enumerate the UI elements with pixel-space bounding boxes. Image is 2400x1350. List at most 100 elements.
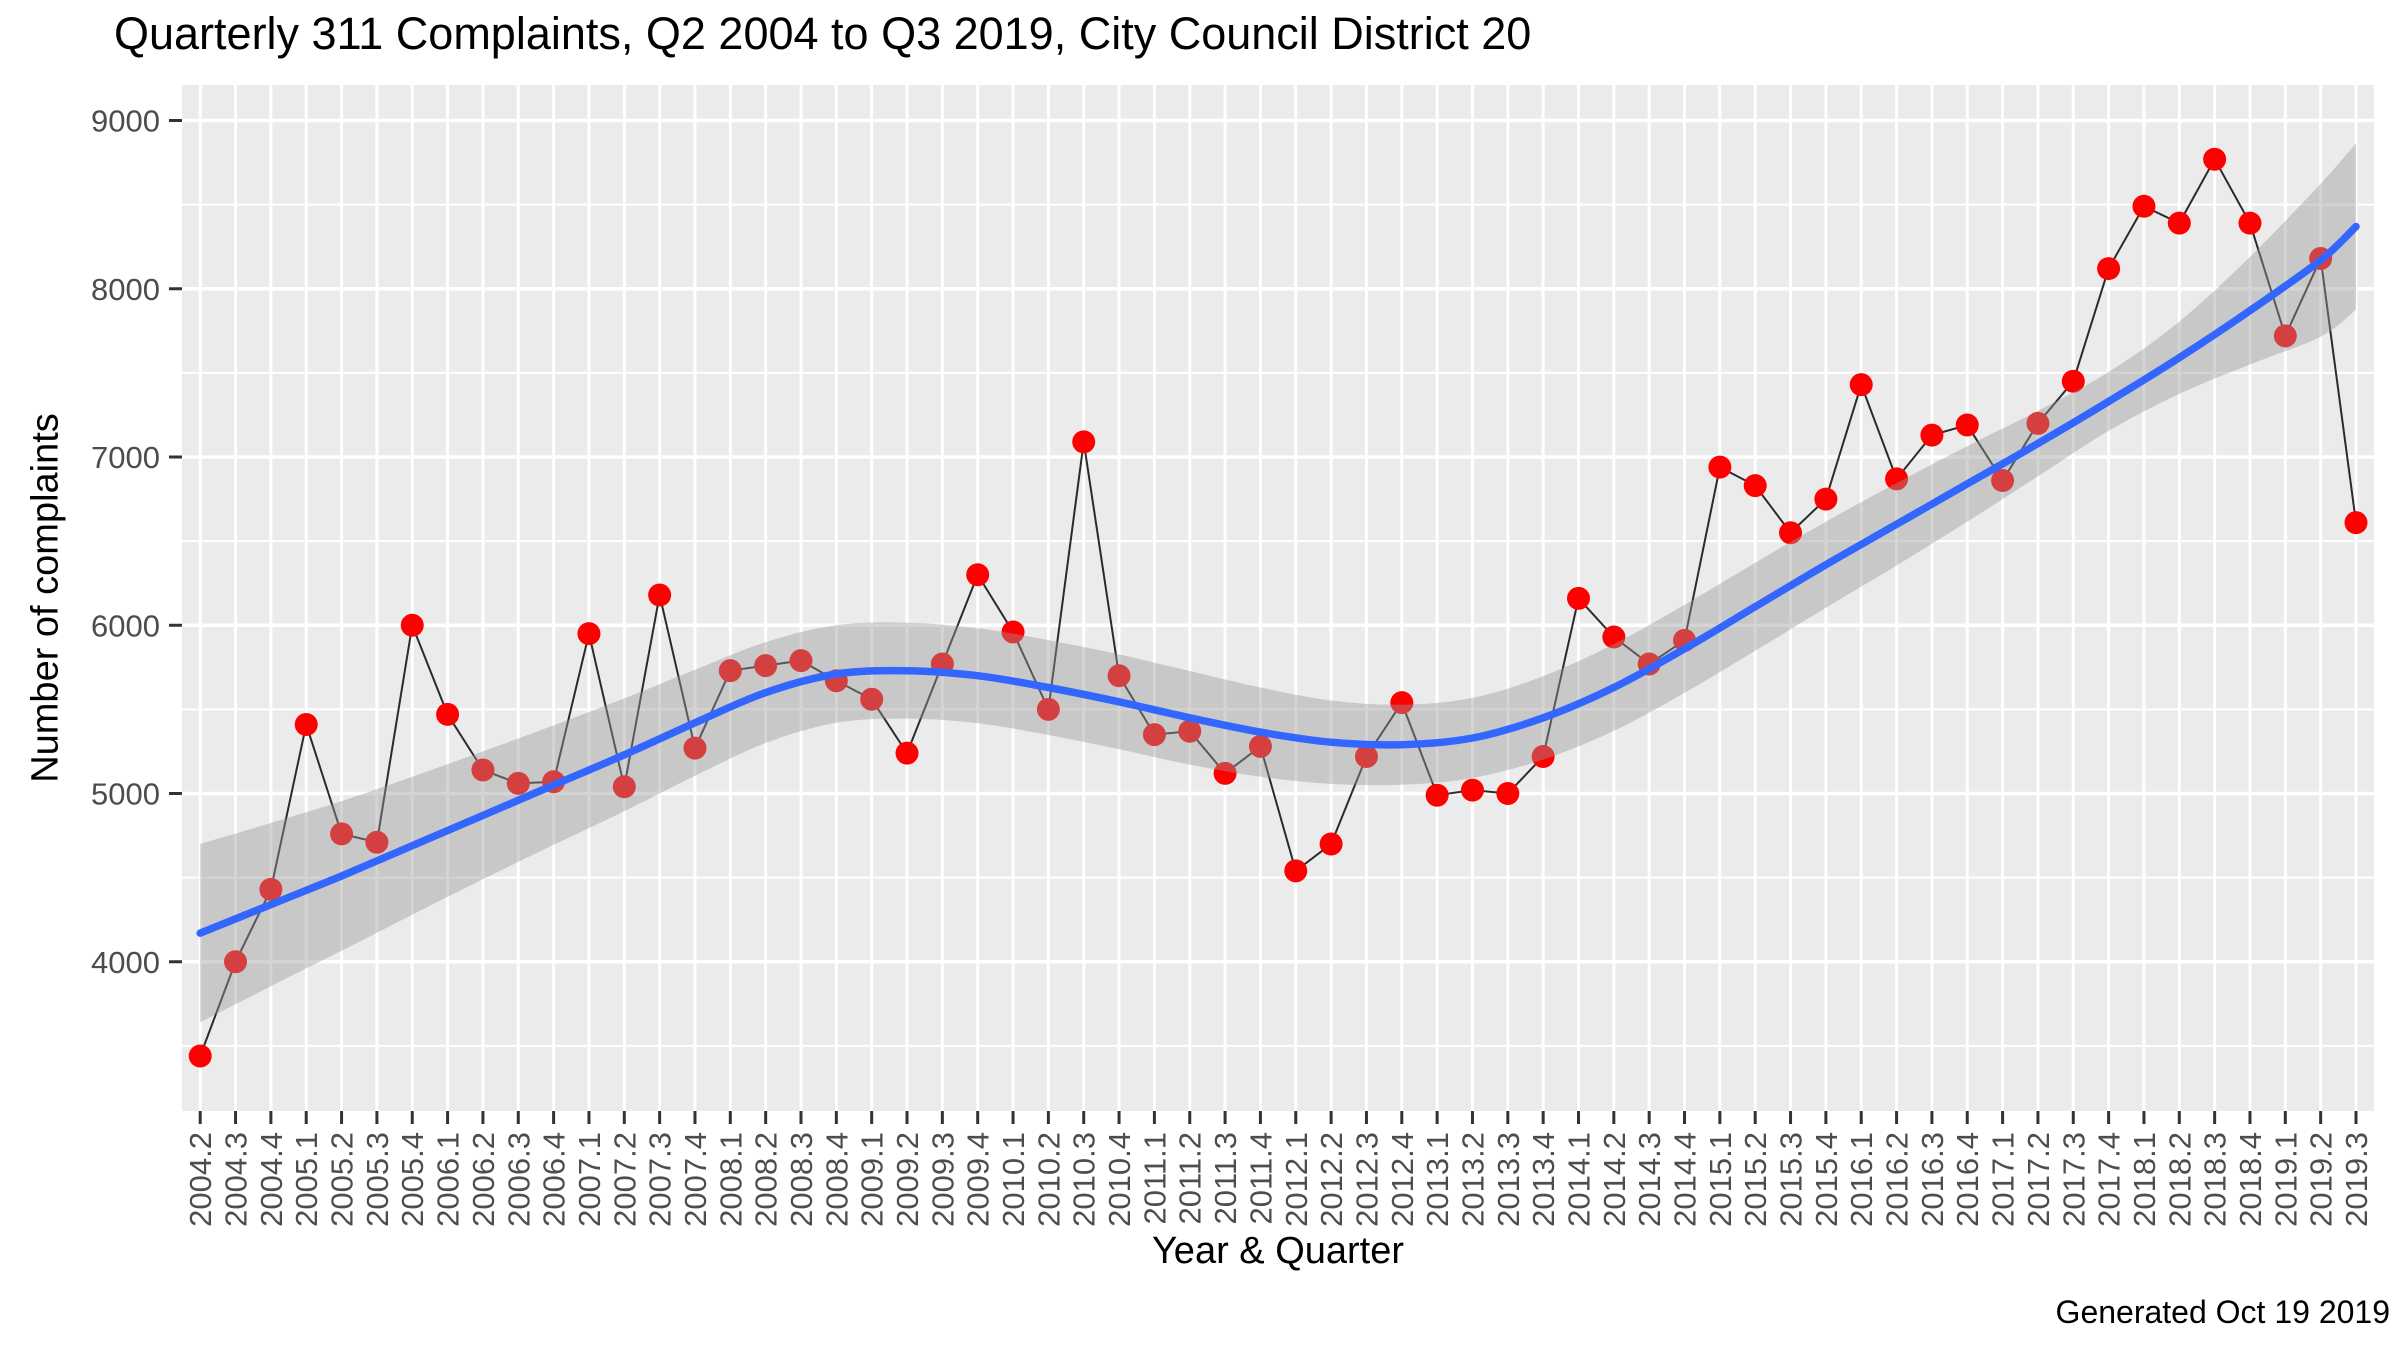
x-tick-label: 2008.4 xyxy=(819,1132,854,1227)
x-tick-label: 2005.4 xyxy=(395,1132,430,1227)
data-point xyxy=(1248,734,1272,758)
data-point xyxy=(400,613,424,637)
x-tick-label: 2017.3 xyxy=(2056,1132,2091,1227)
data-point xyxy=(330,822,354,846)
x-tick-label: 2017.1 xyxy=(1986,1132,2021,1227)
x-tick-label: 2012.4 xyxy=(1385,1132,1420,1227)
x-tick-label: 2010.4 xyxy=(1102,1132,1137,1227)
data-point xyxy=(1779,521,1803,545)
x-tick-label: 2015.1 xyxy=(1703,1132,1738,1227)
x-tick-label: 2016.3 xyxy=(1915,1132,1950,1227)
x-tick-label: 2006.2 xyxy=(466,1132,501,1227)
x-tick-label: 2012.3 xyxy=(1349,1132,1384,1227)
data-point xyxy=(2203,147,2227,171)
x-axis-ticks xyxy=(198,1111,2358,1124)
x-tick-label: 2017.4 xyxy=(2092,1132,2127,1227)
data-point xyxy=(1566,586,1590,610)
x-tick-label: 2019.1 xyxy=(2268,1132,2303,1227)
data-point xyxy=(648,583,672,607)
data-point xyxy=(718,659,742,683)
x-tick-label: 2014.4 xyxy=(1668,1132,1703,1227)
caption: Generated Oct 19 2019 xyxy=(2055,1294,2390,1330)
data-point xyxy=(1991,469,2015,493)
y-tick-label: 6000 xyxy=(91,608,160,643)
data-point xyxy=(612,775,636,799)
y-tick-label: 5000 xyxy=(91,777,160,812)
x-tick-label: 2018.2 xyxy=(2162,1132,2197,1227)
x-tick-label: 2009.2 xyxy=(890,1132,925,1227)
data-point xyxy=(1814,487,1838,511)
data-point xyxy=(1213,761,1237,785)
data-point xyxy=(1496,782,1520,806)
trend-line xyxy=(196,222,2360,937)
data-point xyxy=(789,649,813,673)
data-points xyxy=(188,147,2368,1068)
y-axis-ticks xyxy=(169,119,182,964)
x-tick-label: 2011.3 xyxy=(1208,1132,1243,1225)
data-point xyxy=(294,713,318,737)
x-tick-label: 2016.4 xyxy=(1950,1132,1985,1227)
y-tick-label: 4000 xyxy=(91,945,160,980)
x-tick-label: 2019.2 xyxy=(2304,1132,2339,1227)
data-point xyxy=(1390,691,1414,715)
data-point xyxy=(1425,783,1449,807)
panel-background xyxy=(182,85,2374,1111)
x-tick-label: 2008.3 xyxy=(784,1132,819,1227)
x-axis-title: Year & Quarter xyxy=(1151,1230,1405,1272)
data-point xyxy=(2132,194,2156,218)
data-point xyxy=(2273,324,2297,348)
x-tick-label: 2006.1 xyxy=(431,1132,466,1227)
x-tick-label: 2014.1 xyxy=(1561,1132,1596,1227)
x-tick-label: 2013.1 xyxy=(1420,1132,1455,1227)
x-tick-label: 2006.4 xyxy=(537,1132,572,1227)
x-tick-label: 2013.3 xyxy=(1491,1132,1526,1227)
data-point xyxy=(1284,859,1308,883)
x-gridlines xyxy=(198,85,2358,1111)
x-tick-label: 2008.1 xyxy=(713,1132,748,1227)
x-tick-label: 2017.2 xyxy=(2021,1132,2056,1227)
x-tick-label: 2004.3 xyxy=(219,1132,254,1227)
x-tick-label: 2011.1 xyxy=(1137,1132,1172,1225)
data-point xyxy=(2026,411,2050,435)
y-gridlines-minor xyxy=(182,203,2374,1047)
x-tick-label: 2007.4 xyxy=(678,1132,713,1227)
x-tick-label: 2015.3 xyxy=(1774,1132,1809,1227)
y-tick-label: 9000 xyxy=(91,104,160,139)
plot-title: Quarterly 311 Complaints, Q2 2004 to Q3 … xyxy=(114,8,1532,59)
data-point xyxy=(2167,211,2191,235)
data-point xyxy=(860,687,884,711)
data-point xyxy=(1885,467,1909,491)
x-tick-label: 2012.1 xyxy=(1279,1132,1314,1227)
x-tick-labels: 2004.2 2004.3 2004.4 2005.1 2005.2 2005.3 2005… xyxy=(183,1132,2374,1227)
x-tick-label: 2019.3 xyxy=(2339,1132,2374,1227)
x-tick-label: 2015.4 xyxy=(1809,1132,1844,1227)
x-tick-label: 2010.3 xyxy=(1067,1132,1102,1227)
data-point xyxy=(365,830,389,854)
x-tick-label: 2009.4 xyxy=(961,1132,996,1227)
data-point xyxy=(1849,373,1873,397)
x-tick-label: 2018.3 xyxy=(2198,1132,2233,1227)
y-tick-label: 8000 xyxy=(91,272,160,307)
x-tick-label: 2018.1 xyxy=(2127,1132,2162,1227)
x-tick-label: 2008.2 xyxy=(749,1132,784,1227)
data-point xyxy=(1072,430,1096,454)
x-tick-label: 2005.3 xyxy=(360,1132,395,1227)
data-point xyxy=(1743,474,1767,498)
x-tick-label: 2011.4 xyxy=(1243,1132,1278,1225)
data-point xyxy=(1107,664,1131,688)
x-tick-label: 2011.2 xyxy=(1173,1132,1208,1225)
x-tick-label: 2010.1 xyxy=(996,1132,1031,1227)
data-point xyxy=(188,1044,212,1068)
x-tick-label: 2005.1 xyxy=(289,1132,324,1227)
x-tick-label: 2013.2 xyxy=(1455,1132,1490,1227)
data-point xyxy=(577,622,601,646)
data-point xyxy=(259,877,283,901)
y-tick-labels: 4000 5000 6000 7000 8000 9000 xyxy=(91,104,160,980)
x-tick-label: 2018.4 xyxy=(2233,1132,2268,1227)
x-tick-label: 2007.3 xyxy=(643,1132,678,1227)
data-point xyxy=(1354,744,1378,768)
x-tick-label: 2010.2 xyxy=(1031,1132,1066,1227)
data-point xyxy=(2238,211,2262,235)
